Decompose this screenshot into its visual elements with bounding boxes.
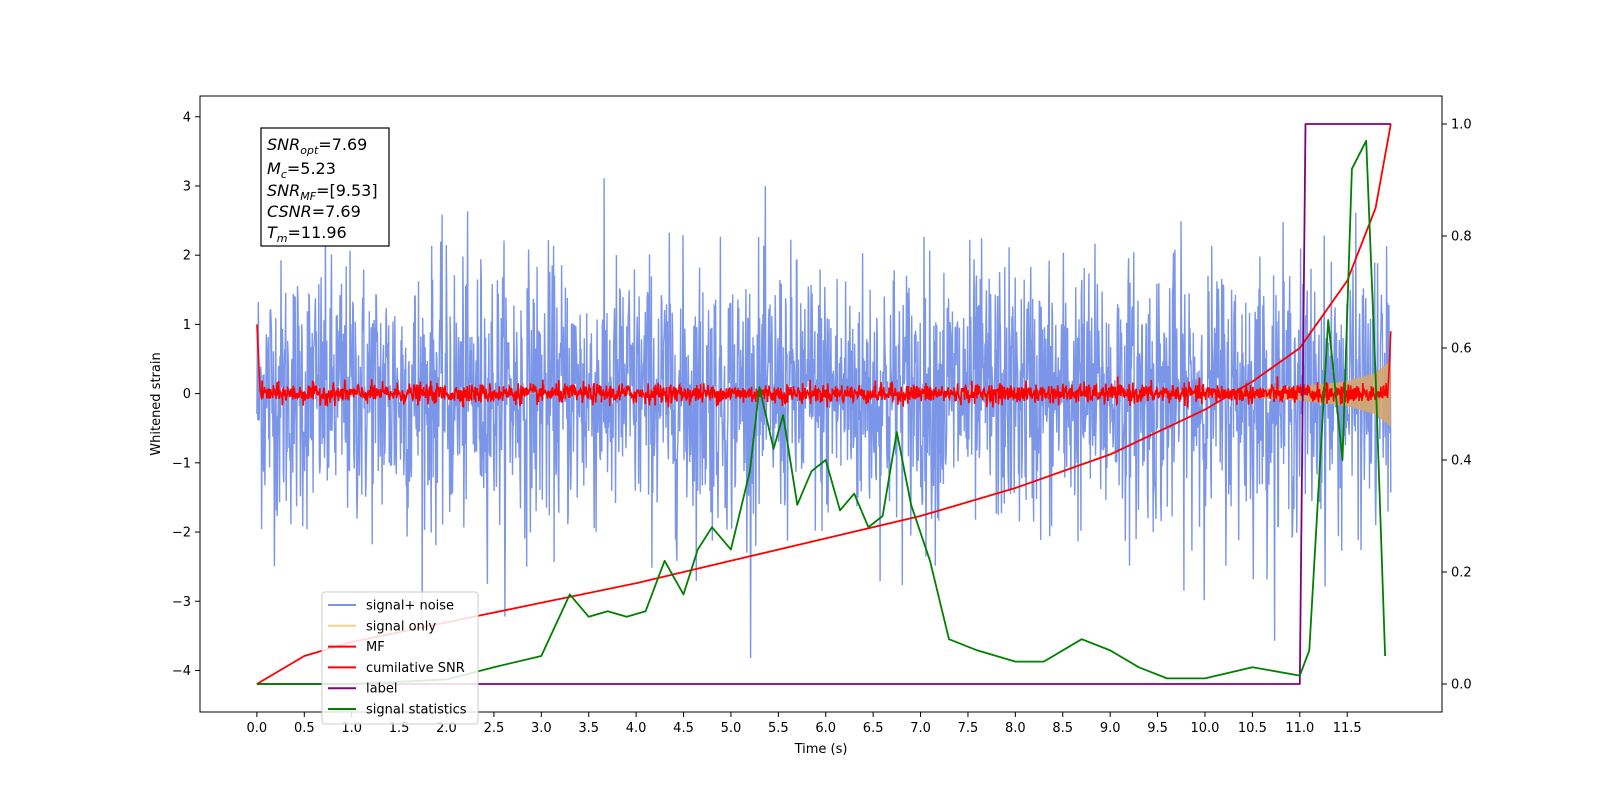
x-tick-label: 9.5 bbox=[1147, 721, 1168, 736]
y2-tick-label: 0.2 bbox=[1451, 566, 1472, 581]
x-tick-label: 6.0 bbox=[815, 721, 836, 736]
x-tick-label: 2.0 bbox=[436, 721, 457, 736]
x-tick-label: 10.0 bbox=[1191, 721, 1220, 736]
plot-frame bbox=[199, 95, 1443, 713]
y-tick-label: 3 bbox=[183, 179, 191, 194]
info-snr-mf: SNRMF=[9.53] bbox=[267, 181, 378, 203]
y-tick-label: 2 bbox=[183, 249, 191, 264]
x-tick-label: 3.0 bbox=[531, 721, 552, 736]
legend-label: cumilative SNR bbox=[366, 661, 465, 676]
y2-tick-label: 0.8 bbox=[1451, 230, 1472, 245]
y2-tick-label: 0.0 bbox=[1451, 678, 1472, 693]
y-tick-label: −4 bbox=[172, 664, 191, 679]
x-tick-label: 5.5 bbox=[768, 721, 789, 736]
x-tick-label: 9.0 bbox=[1100, 721, 1121, 736]
info-csnr: CSNR=7.69 bbox=[267, 202, 361, 221]
legend-label: signal statistics bbox=[366, 703, 467, 718]
x-tick-label: 1.5 bbox=[389, 721, 410, 736]
series-label bbox=[256, 123, 1391, 685]
x-tick-label: 4.5 bbox=[673, 721, 694, 736]
y2-tick-label: 0.6 bbox=[1451, 342, 1472, 357]
x-tick-label: 8.0 bbox=[1005, 721, 1026, 736]
x-tick-label: 2.5 bbox=[484, 721, 505, 736]
legend-label: label bbox=[366, 682, 397, 697]
x-tick-label: 6.5 bbox=[863, 721, 884, 736]
x-tick-label: 11.5 bbox=[1333, 721, 1362, 736]
y2-tick-label: 0.4 bbox=[1451, 454, 1472, 469]
x-tick-label: 0.5 bbox=[294, 721, 315, 736]
y-tick-label: 1 bbox=[183, 318, 191, 333]
x-tick-label: 0.0 bbox=[247, 721, 268, 736]
x-axis-label: Time (s) bbox=[794, 742, 848, 757]
y2-tick-label: 1.0 bbox=[1451, 118, 1472, 133]
info-snr-opt: SNRopt=7.69 bbox=[267, 135, 367, 157]
x-tick-label: 7.5 bbox=[958, 721, 979, 736]
x-tick-label: 10.5 bbox=[1238, 721, 1267, 736]
x-tick-label: 8.5 bbox=[1052, 721, 1073, 736]
legend-label: signal+ noise bbox=[366, 599, 454, 614]
y-tick-label: 4 bbox=[183, 110, 191, 125]
legend-label: signal only bbox=[366, 619, 436, 634]
info-box: SNRopt=7.69 Mc=5.23 SNRMF=[9.53] CSNR=7.… bbox=[260, 127, 390, 247]
y-axis-label: Whitened strain bbox=[149, 352, 164, 455]
series-mf bbox=[256, 324, 1392, 408]
x-tick-label: 11.0 bbox=[1285, 721, 1314, 736]
legend: signal+ noise signal only MF cumilative SNR… bbox=[321, 591, 479, 725]
info-mc: Mc=5.23 bbox=[267, 159, 336, 181]
info-tm: Tm=11.96 bbox=[267, 223, 347, 245]
x-tick-label: 4.0 bbox=[626, 721, 647, 736]
y-tick-label: −1 bbox=[172, 456, 191, 471]
x-tick-label: 1.0 bbox=[341, 721, 362, 736]
x-tick-label: 7.0 bbox=[910, 721, 931, 736]
y-tick-label: 0 bbox=[183, 387, 191, 402]
y-tick-label: −3 bbox=[172, 595, 191, 610]
series-signal-statistics bbox=[256, 139, 1386, 685]
x-tick-label: 3.5 bbox=[578, 721, 599, 736]
legend-label: MF bbox=[366, 640, 385, 655]
x-tick-label: 5.0 bbox=[721, 721, 742, 736]
y-tick-label: −2 bbox=[172, 526, 191, 541]
series-signal-noise bbox=[256, 178, 1392, 659]
